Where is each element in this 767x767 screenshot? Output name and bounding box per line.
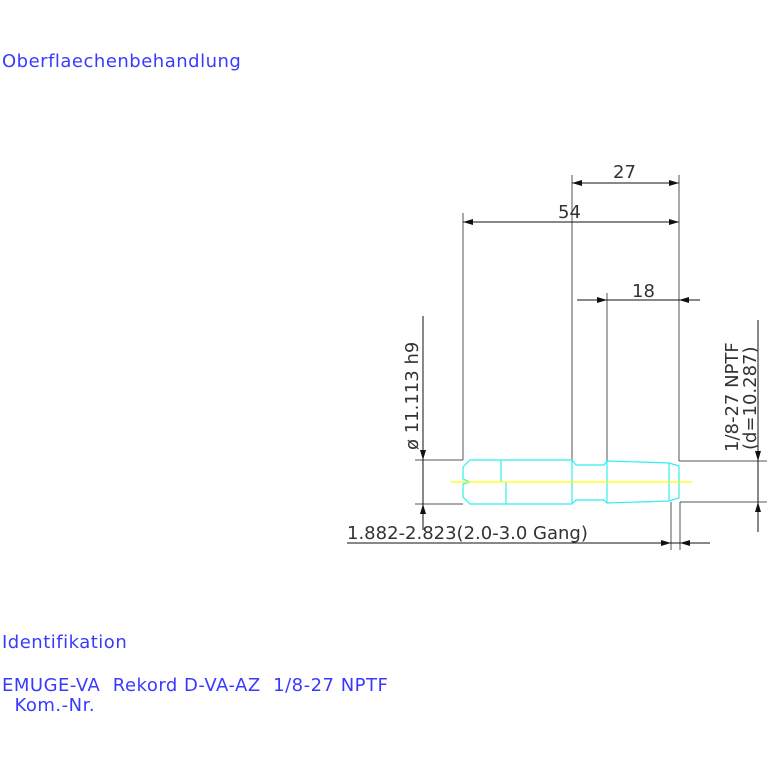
chamfer-text: 1.882-2.823(2.0-3.0 Gang) xyxy=(347,523,588,544)
thread-diameter-text: (d=10.287) xyxy=(740,346,761,450)
product-label: EMUGE-VA Rekord D-VA-AZ 1/8-27 NPTF xyxy=(2,675,389,696)
dim-18-text: 18 xyxy=(632,281,655,302)
thread-spec-text: 1/8-27 NPTF xyxy=(722,342,743,452)
extension-lines xyxy=(415,175,767,550)
identification-label: Identifikation xyxy=(2,632,128,653)
dim-diameter-text: ø 11.113 h9 xyxy=(402,342,423,450)
dim-27-text: 27 xyxy=(613,162,636,183)
dimension-lines xyxy=(347,180,761,546)
comm-no-label: Kom.-Nr. xyxy=(2,695,96,716)
dim-54-text: 54 xyxy=(558,202,581,223)
surface-treatment-label: Oberflaechenbehandlung xyxy=(2,51,242,72)
